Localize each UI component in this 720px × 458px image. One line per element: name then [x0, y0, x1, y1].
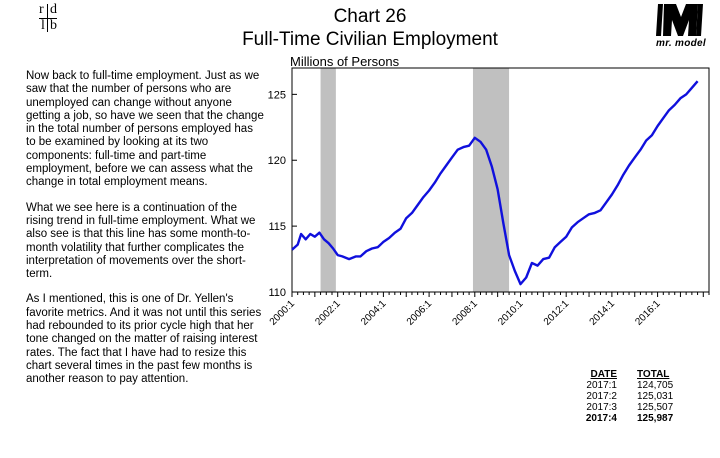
- logo-letter-l: l: [41, 18, 45, 33]
- table-cell-total: 124,705: [637, 380, 674, 391]
- table-cell-total: 125,031: [637, 391, 674, 402]
- chart-number: Chart 26: [333, 6, 407, 27]
- table-row: 2017:3 125,507: [560, 402, 673, 413]
- latest-values-table: DATE TOTAL 2017:1 124,705 2017:2 125,031…: [560, 369, 673, 424]
- y-tick-label: 125: [268, 89, 286, 101]
- y-tick-label: 110: [268, 287, 286, 299]
- table-cell-date: 2017:4: [585, 413, 617, 424]
- x-tick-label: 2010:1: [496, 298, 526, 328]
- x-tick-label: 2016:1: [633, 298, 663, 328]
- table-cell-total: 125,507: [637, 402, 674, 413]
- brand-name: mr. model: [656, 38, 706, 49]
- commentary-paragraph: What we see here is a continuation of th…: [26, 201, 256, 281]
- x-tick-label: 2004:1: [359, 298, 389, 328]
- recession-band: [472, 68, 510, 292]
- table-row: 2017:1 124,705: [560, 380, 673, 391]
- chart-title: Full-Time Civilian Employment: [242, 29, 498, 50]
- y-axis-label: Millions of Persons: [290, 54, 400, 69]
- table-header-total: TOTAL: [637, 369, 670, 380]
- table-header-date: DATE: [590, 369, 617, 380]
- x-tick-label: 2002:1: [313, 298, 343, 328]
- x-tick-label: 2014:1: [588, 298, 618, 328]
- line-chart: 110 115 120 125 2000:1 2002:1 2004:1 2006:1 2008…: [268, 67, 710, 328]
- table-cell-date: 2017:1: [586, 380, 617, 391]
- x-tick-label: 2008:1: [451, 298, 481, 328]
- series-line: [291, 80, 699, 286]
- table-row: 2017:2 125,031: [560, 391, 673, 402]
- chart-header: Chart 26 Full-Time Civilian Employment: [190, 6, 550, 51]
- x-tick-label: 2006:1: [405, 298, 435, 328]
- x-tick-label: 2000:1: [268, 298, 298, 328]
- commentary-paragraph: As I mentioned, this is one of Dr. Yelle…: [26, 293, 262, 386]
- table-row: 2017:4 125,987: [560, 413, 673, 424]
- logo-letter-d: d: [50, 2, 57, 17]
- commentary-paragraph: Now back to full-time employment. Just a…: [26, 70, 264, 189]
- commentary: Now back to full-time employment. Just a…: [26, 70, 264, 399]
- recession-band: [320, 68, 336, 292]
- y-tick-label: 115: [268, 221, 286, 233]
- table-cell-date: 2017:2: [586, 391, 617, 402]
- logo-letter-r: r: [39, 2, 44, 17]
- rdlb-logo: r d l b: [30, 3, 66, 33]
- logo-letter-b: b: [50, 18, 57, 33]
- logo-horizontal-rule: [39, 18, 57, 19]
- mr-model-logo-icon: [656, 4, 703, 36]
- table-cell-total: 125,987: [637, 413, 674, 424]
- table-cell-date: 2017:3: [586, 402, 617, 413]
- x-tick-label: 2012:1: [542, 298, 572, 328]
- plot-frame: [291, 67, 710, 293]
- y-tick-label: 120: [268, 155, 286, 167]
